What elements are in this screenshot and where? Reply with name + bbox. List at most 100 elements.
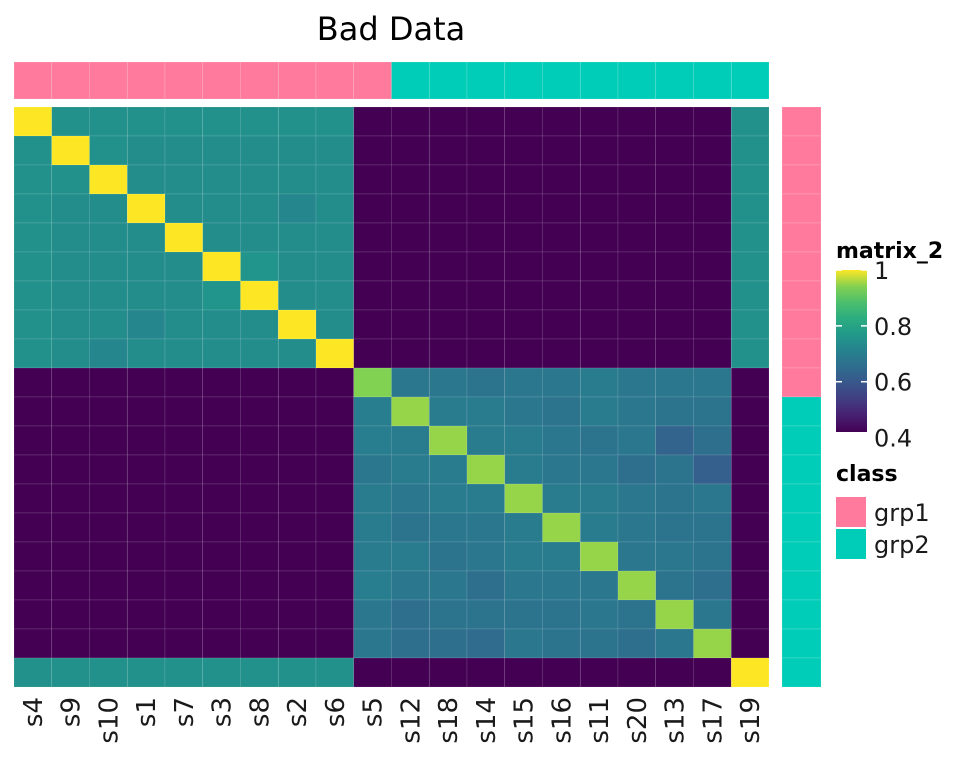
heatmap-cell-s18-s9 [51, 425, 90, 456]
heatmap-cell-s1-s14 [466, 193, 506, 224]
heatmap-cell-s13-s7 [164, 599, 204, 630]
heatmap-cell-s13-s2 [277, 599, 317, 630]
heatmap-cell-s8-s4 [13, 280, 53, 311]
heatmap-cell-s4-s10 [89, 106, 128, 137]
heatmap-cell-s16-s11 [579, 512, 619, 543]
top-annotation-cell-s16 [542, 61, 581, 100]
heatmap-cell-s20-s20 [617, 570, 657, 601]
heatmap-cell-s14-s16 [542, 454, 581, 485]
heatmap-cell-s8-s12 [391, 280, 430, 311]
top-annotation-cell-s8 [240, 61, 279, 100]
heatmap-cell-s17-s17 [693, 628, 732, 659]
heatmap-cell-s19-s15 [504, 657, 543, 688]
heatmap-cell-s17-s13 [655, 628, 694, 659]
heatmap-cell-s8-s5 [353, 280, 392, 311]
heatmap-cell-s13-s20 [617, 599, 657, 630]
heatmap-cell-s11-s3 [202, 541, 241, 572]
heatmap-cell-s10-s11 [579, 164, 619, 195]
heatmap-cell-s20-s3 [202, 570, 241, 601]
heatmap-cell-s12-s10 [89, 396, 128, 427]
heatmap-cell-s6-s13 [655, 338, 694, 369]
heatmap-cell-s11-s10 [89, 541, 128, 572]
heatmap-cell-s7-s16 [542, 222, 581, 253]
heatmap-cell-s12-s19 [730, 396, 770, 427]
heatmap-cell-s12-s14 [466, 396, 506, 427]
heatmap-cell-s20-s1 [126, 570, 166, 601]
heatmap-cell-s4-s8 [240, 106, 279, 137]
heatmap-cell-s12-s6 [315, 396, 355, 427]
heatmap-cell-s1-s15 [504, 193, 543, 224]
heatmap-cell-s17-s16 [542, 628, 581, 659]
heatmap-cell-s11-s6 [315, 541, 355, 572]
heatmap-cell-s17-s20 [617, 628, 657, 659]
class-legend-swatch-grp1 [836, 497, 866, 527]
heatmap-cell-s1-s20 [617, 193, 657, 224]
heatmap-cell-s4-s16 [542, 106, 581, 137]
right-annotation-cell-s2 [781, 309, 822, 340]
heatmap-cell-s17-s14 [466, 628, 506, 659]
top-annotation-cell-s13 [655, 61, 694, 100]
heatmap-cell-s5-s20 [617, 367, 657, 398]
heatmap-cell-s9-s9 [51, 135, 90, 166]
heatmap-cell-s1-s6 [315, 193, 355, 224]
heatmap-cell-s2-s1 [126, 309, 166, 340]
top-annotation-cell-s2 [277, 61, 317, 100]
heatmap-cell-s14-s20 [617, 454, 657, 485]
heatmap-cell-s14-s1 [126, 454, 166, 485]
heatmap-cell-s5-s7 [164, 367, 204, 398]
heatmap-cell-s13-s14 [466, 599, 506, 630]
heatmap-cell-s8-s7 [164, 280, 204, 311]
heatmap-cell-s17-s3 [202, 628, 241, 659]
heatmap-cell-s16-s13 [655, 512, 694, 543]
top-annotation-cell-s18 [428, 61, 468, 100]
right-annotation-cell-s15 [781, 483, 822, 514]
heatmap-cell-s8-s16 [542, 280, 581, 311]
heatmap-cell-s5-s11 [579, 367, 619, 398]
heatmap-cell-s10-s4 [13, 164, 53, 195]
heatmap-cell-s8-s18 [428, 280, 468, 311]
heatmap-cell-s6-s16 [542, 338, 581, 369]
heatmap-cell-s16-s14 [466, 512, 506, 543]
heatmap-cell-s1-s11 [579, 193, 619, 224]
heatmap-cell-s9-s2 [277, 135, 317, 166]
heatmap-cell-s20-s4 [13, 570, 53, 601]
x-tick-label-s18: s18 [434, 697, 464, 744]
legends: matrix_2 1 0.8 0.6 0.4 class grp1 grp2 [836, 239, 943, 559]
heatmap-cell-s10-s6 [315, 164, 355, 195]
heatmap-cell-s8-s19 [730, 280, 770, 311]
class-legend-label-grp2: grp2 [874, 531, 930, 559]
heatmap-cell-s5-s5 [353, 367, 392, 398]
heatmap-cell-s13-s1 [126, 599, 166, 630]
heatmap-cell-s8-s17 [693, 280, 732, 311]
right-annotation-cell-s14 [781, 454, 822, 485]
heatmap-cell-s12-s7 [164, 396, 204, 427]
heatmap-cell-s6-s10 [89, 338, 128, 369]
heatmap-cell-s4-s18 [428, 106, 468, 137]
heatmap-cell-s16-s10 [89, 512, 128, 543]
heatmap-cell-s11-s11 [579, 541, 619, 572]
right-annotation-cell-s17 [781, 628, 822, 659]
heatmap-cell-s10-s13 [655, 164, 694, 195]
heatmap-cell-s1-s2 [277, 193, 317, 224]
heatmap-cell-s19-s20 [617, 657, 657, 688]
heatmap-cell-s9-s5 [353, 135, 392, 166]
heatmap-cell-s6-s3 [202, 338, 241, 369]
right-annotation-cell-s13 [781, 599, 822, 630]
heatmap-cell-s16-s9 [51, 512, 90, 543]
heatmap-cell-s5-s9 [51, 367, 90, 398]
colorbar-gradient [836, 270, 867, 432]
heatmap-cell-s2-s20 [617, 309, 657, 340]
heatmap-cell-s5-s17 [693, 367, 732, 398]
heatmap-cell-s13-s12 [391, 599, 430, 630]
heatmap-cell-s19-s4 [13, 657, 53, 688]
heatmap-cell-s12-s15 [504, 396, 543, 427]
heatmap-cell-s11-s8 [240, 541, 279, 572]
top-annotation-cell-s20 [617, 61, 657, 100]
heatmap-cell-s19-s18 [428, 657, 468, 688]
heatmap-cell-s18-s4 [13, 425, 53, 456]
heatmap-cell-s9-s18 [428, 135, 468, 166]
heatmap-cell-s10-s10 [89, 164, 128, 195]
heatmap-cell-s20-s17 [693, 570, 732, 601]
heatmap-cell-s14-s5 [353, 454, 392, 485]
x-tick-label-s12: s12 [396, 697, 426, 744]
